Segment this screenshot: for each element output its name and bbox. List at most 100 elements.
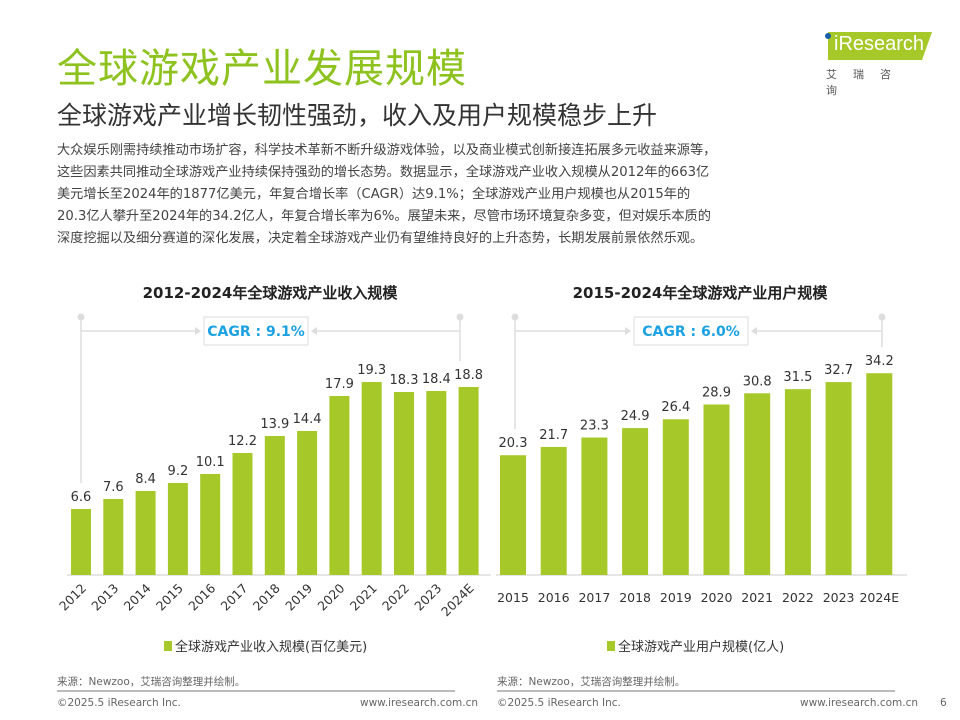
x-tick-label: 2017 [218, 581, 251, 614]
x-tick-label: 2020 [701, 590, 733, 605]
cagr-box [203, 316, 309, 346]
source-right: 来源：Newzoo，艾瑞咨询整理并绘制。 [497, 676, 686, 688]
data-label: 14.4 [293, 412, 322, 427]
page-title: 全球游戏产业发展规模 [57, 46, 467, 92]
bar [71, 509, 91, 575]
data-label: 31.5 [783, 370, 812, 385]
source-left: 来源：Newzoo，艾瑞咨询整理并绘制。 [57, 676, 246, 688]
x-tick-label: 2020 [314, 580, 347, 613]
x-tick-label: 2021 [741, 590, 773, 605]
iresearch-logo: iResearch 艾瑞咨询 [822, 30, 932, 98]
data-label: 26.4 [661, 400, 690, 415]
bar [458, 387, 479, 575]
data-label: 8.4 [135, 472, 156, 487]
bracket-dot [456, 313, 464, 321]
data-label: 21.7 [539, 428, 568, 443]
bar [426, 391, 447, 575]
legend-label: 全球游戏产业收入规模(百亿美元) [175, 640, 368, 655]
data-label: 18.8 [454, 368, 483, 383]
data-label: 28.9 [702, 385, 731, 400]
x-tick-label: 2018 [619, 590, 651, 605]
bar [825, 382, 852, 575]
data-label: 30.8 [743, 374, 772, 389]
data-label: 7.6 [103, 480, 124, 495]
divider [497, 690, 895, 692]
x-tick-label: 2014 [121, 580, 154, 613]
x-tick-label: 2016 [538, 590, 570, 605]
bar [500, 455, 526, 575]
x-tick-label: 2019 [282, 580, 315, 613]
bar [784, 389, 811, 575]
bracket-dot [77, 313, 85, 321]
x-tick-label: 2022 [379, 581, 412, 614]
website: www.iresearch.com.cn [360, 697, 479, 709]
legend-label: 全球游戏产业用户规模(亿人) [618, 640, 785, 655]
bar [394, 392, 414, 575]
x-tick-label: 2024E [438, 580, 477, 619]
bar [329, 396, 350, 575]
body-text: 大众娱乐刚需持续推动市场扩容，科学技术革新不断升级游戏体验，以及商业模式创新接连… [57, 143, 717, 246]
legend-swatch [164, 641, 172, 651]
data-label: 17.9 [325, 377, 354, 392]
bar [200, 474, 221, 575]
data-label: 9.2 [168, 464, 189, 479]
x-tick-label: 2024E [859, 590, 899, 605]
x-tick-label: 2015 [153, 581, 186, 614]
bracket-dot [511, 313, 519, 321]
x-tick-label: 2023 [823, 590, 855, 605]
logo-text: iResearch [834, 33, 925, 55]
bar [297, 431, 318, 575]
bar [866, 373, 893, 575]
bar [361, 382, 382, 575]
legend-swatch [607, 641, 615, 651]
page-number: 6 [940, 697, 947, 709]
data-label: 19.3 [357, 363, 386, 378]
data-label: 13.9 [260, 417, 289, 432]
page-subtitle: 全球游戏产业增长韧性强劲，收入及用户规模稳步上升 [57, 101, 658, 130]
chart-title-users: 2015-2024年全球游戏产业用户规模 [572, 284, 828, 302]
data-label: 20.3 [499, 436, 528, 451]
x-tick-label: 2013 [88, 581, 121, 614]
data-label: 12.2 [228, 434, 257, 449]
website: www.iresearch.com.cn [800, 697, 919, 709]
bar [703, 404, 730, 575]
copyright: ©2025.5 iResearch Inc. [57, 697, 181, 709]
bar [135, 491, 156, 575]
data-label: 34.2 [865, 354, 894, 369]
data-label: 6.6 [71, 490, 92, 505]
data-label: 10.1 [196, 455, 225, 470]
cagr-box [633, 316, 749, 346]
cagr-label: CAGR : 6.0% [642, 324, 740, 340]
divider [57, 690, 455, 692]
x-tick-label: 2022 [782, 590, 814, 605]
x-tick-label: 2019 [660, 590, 692, 605]
data-label: 32.7 [824, 363, 853, 378]
bar [662, 419, 689, 575]
arrow-icon [751, 327, 757, 335]
x-tick-label: 2015 [497, 590, 529, 605]
bar [167, 483, 188, 575]
bar [581, 437, 608, 575]
data-label: 23.3 [580, 419, 609, 434]
data-label: 24.9 [621, 409, 650, 424]
data-label: 18.4 [422, 372, 451, 387]
cagr-label: CAGR : 9.1% [207, 324, 305, 340]
arrow-icon [195, 327, 201, 335]
bar [232, 453, 253, 575]
copyright: ©2025.5 iResearch Inc. [497, 697, 621, 709]
bar [264, 436, 285, 575]
legend-users: 全球游戏产业用户规模(亿人) [607, 636, 784, 655]
bar [622, 428, 649, 575]
x-tick-label: 2016 [185, 580, 218, 613]
x-tick-label: 2018 [250, 580, 283, 613]
x-tick-label: 2021 [347, 581, 380, 614]
arrow-icon [625, 327, 631, 335]
chart-title-revenue: 2012-2024年全球游戏产业收入规模 [142, 284, 398, 302]
bar [744, 393, 771, 575]
arrow-icon [311, 327, 317, 335]
x-tick-label: 2017 [578, 590, 610, 605]
bracket-dot [878, 313, 886, 321]
legend-revenue: 全球游戏产业收入规模(百亿美元) [164, 636, 367, 655]
